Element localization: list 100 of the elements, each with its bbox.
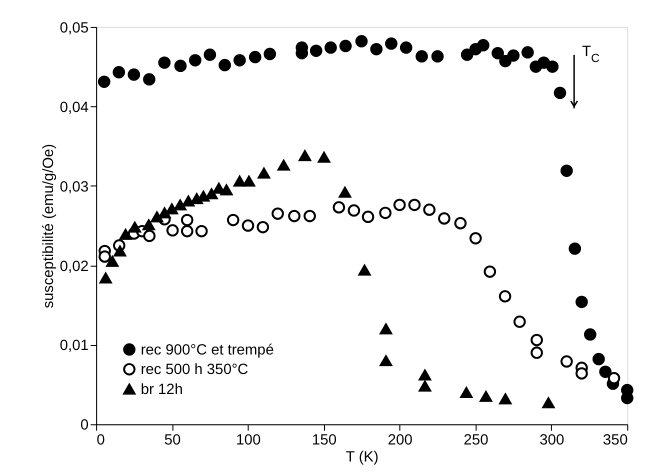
point [233,54,246,66]
y-axis-title: susceptibilité (emu/g/Oe) [40,144,57,308]
point [182,195,195,206]
point [242,176,256,187]
point [499,54,512,68]
point [226,214,240,226]
point [513,316,526,328]
x-tick-label: 100 [236,432,261,449]
point [385,37,398,50]
point [158,56,171,69]
point [498,290,512,302]
point [530,346,543,359]
point [339,40,352,52]
point [542,397,555,408]
point [355,35,368,48]
point [166,224,179,237]
x-tick-label: 300 [539,432,564,449]
point [538,56,550,69]
point [348,204,360,217]
point [324,41,337,54]
point [584,328,596,341]
point [460,386,473,398]
x-axis-title: T (K) [346,449,379,466]
point [484,266,496,278]
y-tick-label: 0 [80,418,89,434]
point [521,46,534,59]
point [599,366,612,378]
point [418,370,432,380]
x-tick-label: 200 [388,432,412,449]
point [393,198,406,212]
point [358,264,371,276]
point [408,198,421,212]
point [416,50,428,62]
point [318,152,330,163]
x-tick-label: 350 [602,432,628,449]
point [258,168,270,179]
point [248,50,262,64]
point [423,204,436,216]
point [560,355,573,368]
point [128,222,141,233]
y-tick-label: 0,02 [60,258,89,275]
point [576,296,588,308]
point [546,60,559,73]
y-tick-label: 0,05 [60,20,89,36]
point [99,272,112,284]
point [454,217,467,230]
point [507,49,520,62]
point [119,228,132,240]
point [370,42,383,56]
point [560,164,573,177]
point [158,207,171,218]
point [264,48,276,60]
point [438,212,450,225]
point [469,232,482,244]
point [304,210,316,222]
point [277,160,290,171]
legend-label: rec 900°C et trempé [140,342,274,358]
point [189,54,202,66]
point [310,44,322,57]
point [242,219,254,232]
point [288,210,300,222]
point [530,334,543,346]
point [142,219,155,230]
point [272,207,284,220]
point [106,256,119,267]
x-tick-label: 0 [96,432,105,449]
point [576,367,588,380]
legend-label: rec 500 h 350°C [140,362,249,378]
point [143,230,156,242]
point [460,48,474,61]
x-tick-label: 250 [464,432,488,449]
point [205,188,218,200]
point [166,203,178,214]
point [568,242,582,255]
point [256,221,270,234]
point [98,76,110,88]
point [195,224,208,238]
point [338,186,352,198]
point [98,250,111,263]
point [499,393,512,404]
point [362,210,374,224]
y-tick-label: 0,04 [60,100,89,116]
point [233,176,246,187]
point [143,73,156,86]
point [174,199,186,210]
point [218,58,231,72]
point [492,46,504,60]
point [380,323,392,334]
point [150,211,164,222]
point [114,246,126,257]
point [180,214,194,226]
point [477,39,490,52]
point [180,224,194,238]
legend-label: br 12h [140,382,183,398]
point [204,48,216,61]
point [128,68,140,81]
point [332,201,346,214]
x-tick-label: 50 [164,432,181,449]
point [379,206,392,220]
point [400,41,412,54]
